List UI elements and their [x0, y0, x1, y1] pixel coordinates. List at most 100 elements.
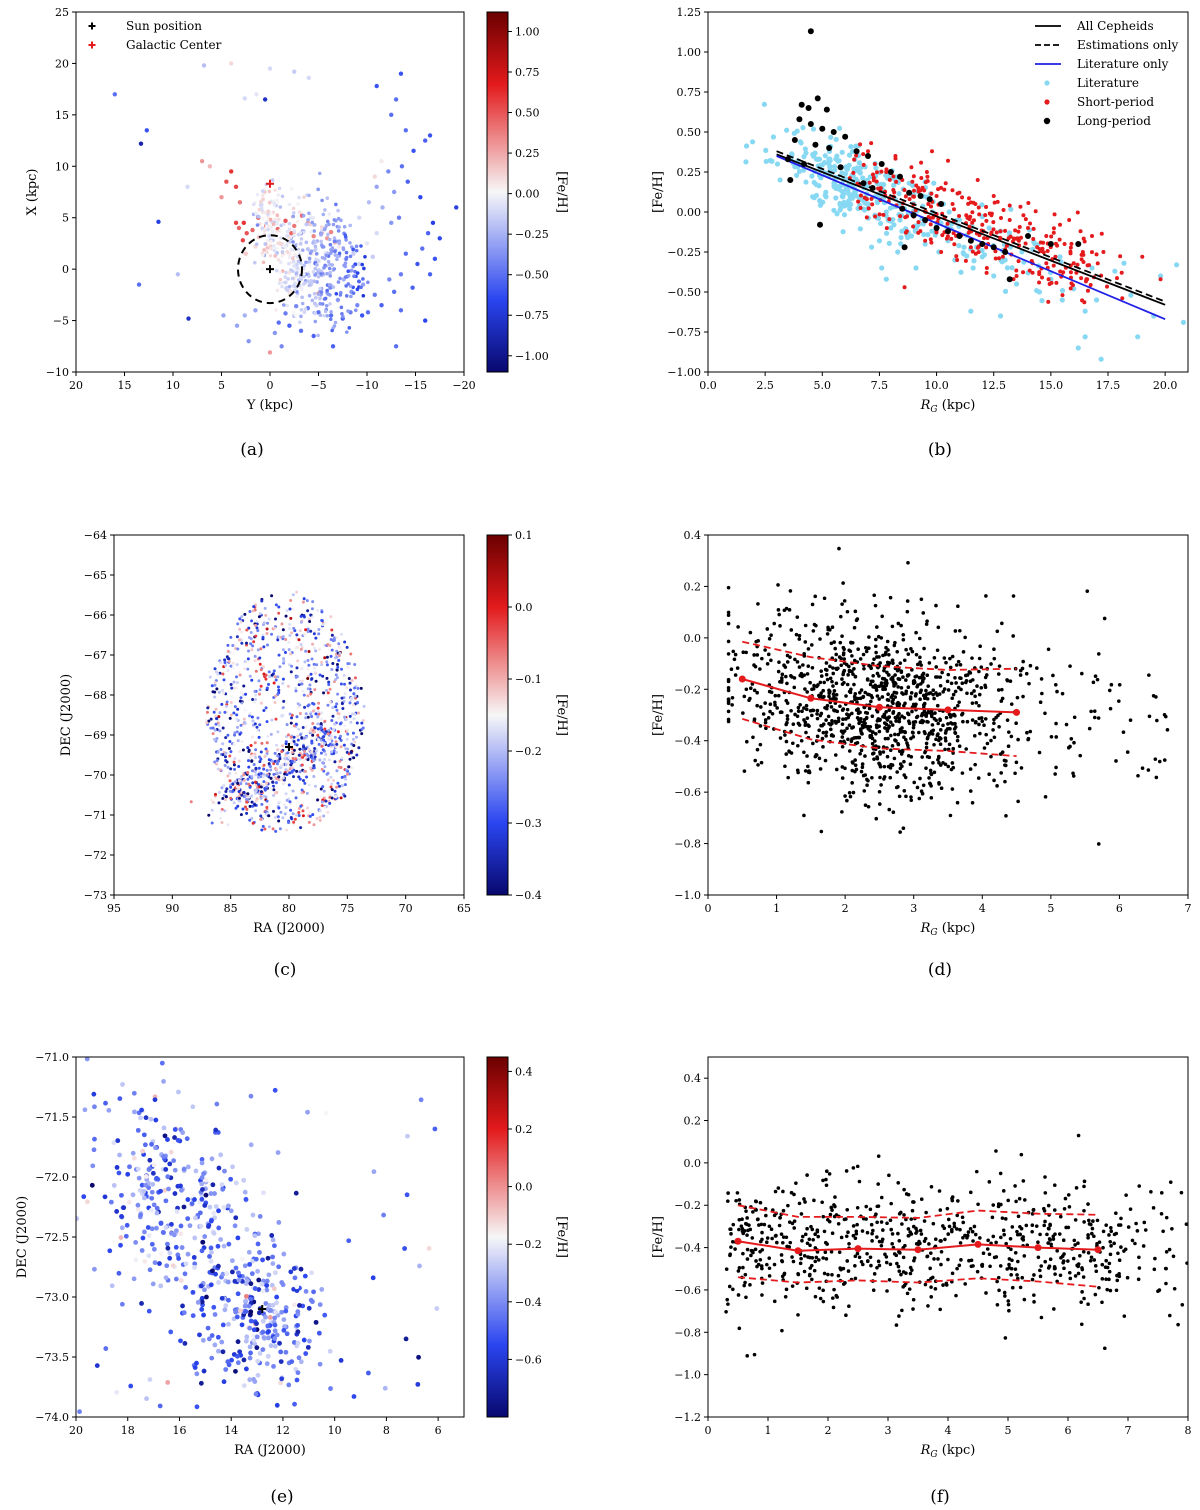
data-point — [308, 766, 312, 770]
data-point — [837, 655, 842, 659]
data-point — [328, 313, 334, 318]
data-point — [297, 195, 301, 200]
data-point — [247, 795, 251, 799]
data-point — [334, 677, 338, 681]
data-point — [887, 715, 891, 720]
data-point — [216, 1208, 221, 1214]
literature-point — [1002, 288, 1009, 294]
data-point — [884, 683, 889, 688]
data-point — [859, 688, 864, 692]
data-point — [983, 717, 988, 721]
data-point — [162, 1133, 168, 1139]
data-point — [322, 1312, 328, 1318]
data-point — [899, 623, 903, 628]
data-point — [308, 251, 313, 256]
data-point — [261, 216, 265, 221]
data-point — [282, 303, 286, 307]
data-point — [299, 804, 303, 808]
data-point — [909, 647, 913, 651]
data-point — [961, 650, 966, 654]
data-point — [976, 776, 981, 780]
data-point — [162, 1187, 168, 1193]
x-tick-label: 2.5 — [756, 379, 774, 392]
data-point — [884, 1260, 889, 1265]
data-point — [919, 713, 924, 718]
data-point — [154, 1205, 160, 1211]
data-point — [726, 639, 731, 644]
data-point — [740, 1217, 744, 1222]
data-point — [243, 1196, 249, 1202]
data-point — [254, 634, 258, 638]
data-point — [264, 1361, 270, 1367]
data-point — [267, 762, 271, 766]
data-point — [200, 1187, 205, 1192]
data-point — [323, 208, 327, 212]
data-point — [229, 664, 233, 668]
data-point — [931, 692, 935, 697]
data-point — [289, 616, 293, 620]
data-point — [357, 215, 362, 220]
data-point — [291, 789, 295, 793]
data-point — [242, 1303, 248, 1309]
short-period-point — [1003, 228, 1008, 233]
data-point — [183, 1261, 189, 1267]
data-point — [320, 610, 324, 614]
data-point — [314, 749, 318, 753]
colorbar-tick-label: −0.25 — [515, 228, 549, 241]
data-point — [381, 1212, 386, 1218]
data-point — [320, 302, 325, 306]
data-point — [905, 599, 910, 603]
data-point — [253, 260, 257, 265]
data-point — [316, 727, 320, 731]
data-point — [847, 790, 852, 795]
data-point — [889, 733, 893, 738]
data-point — [764, 1240, 769, 1245]
data-point — [772, 1299, 777, 1304]
data-point — [805, 716, 810, 720]
data-point — [833, 708, 838, 713]
data-point — [861, 652, 866, 657]
data-point — [871, 730, 875, 734]
literature-point — [876, 238, 883, 244]
data-point — [234, 1314, 240, 1320]
data-point — [273, 1309, 279, 1315]
data-point — [263, 788, 267, 792]
data-point — [399, 164, 405, 169]
data-point — [988, 1264, 992, 1269]
data-point — [403, 128, 408, 133]
data-point — [255, 797, 259, 801]
axes-e: 20 18 16 14 12 10 8 6−74.0−73.5−73.0−72.5−72.0−… — [15, 1051, 442, 1458]
data-point — [386, 169, 391, 174]
colorbar-c — [486, 534, 509, 896]
data-point — [167, 1255, 173, 1261]
short-period-point — [873, 214, 878, 219]
data-point — [265, 773, 269, 777]
data-point — [864, 716, 869, 721]
data-point — [261, 1190, 266, 1196]
data-point — [891, 711, 895, 715]
data-point — [336, 730, 340, 734]
long-period-point — [837, 164, 844, 171]
data-point — [214, 792, 218, 796]
data-point — [1093, 674, 1098, 679]
data-point — [327, 728, 331, 732]
data-point — [804, 703, 809, 708]
data-point — [215, 759, 219, 763]
data-point — [335, 708, 339, 712]
data-point — [1154, 775, 1159, 780]
y-tick-label: 0.75 — [677, 86, 702, 99]
long-period-point — [826, 145, 833, 151]
data-point — [278, 827, 282, 831]
long-period-point — [865, 153, 871, 159]
data-point — [334, 740, 338, 744]
data-point — [268, 1343, 274, 1349]
data-point — [984, 1291, 988, 1295]
data-point — [254, 783, 258, 787]
data-point — [969, 691, 974, 696]
data-point — [123, 1233, 129, 1239]
y-tick-label: −70 — [84, 769, 107, 782]
literature-point — [763, 147, 769, 153]
data-point — [752, 688, 757, 693]
data-point — [387, 277, 392, 282]
data-point — [293, 313, 298, 317]
